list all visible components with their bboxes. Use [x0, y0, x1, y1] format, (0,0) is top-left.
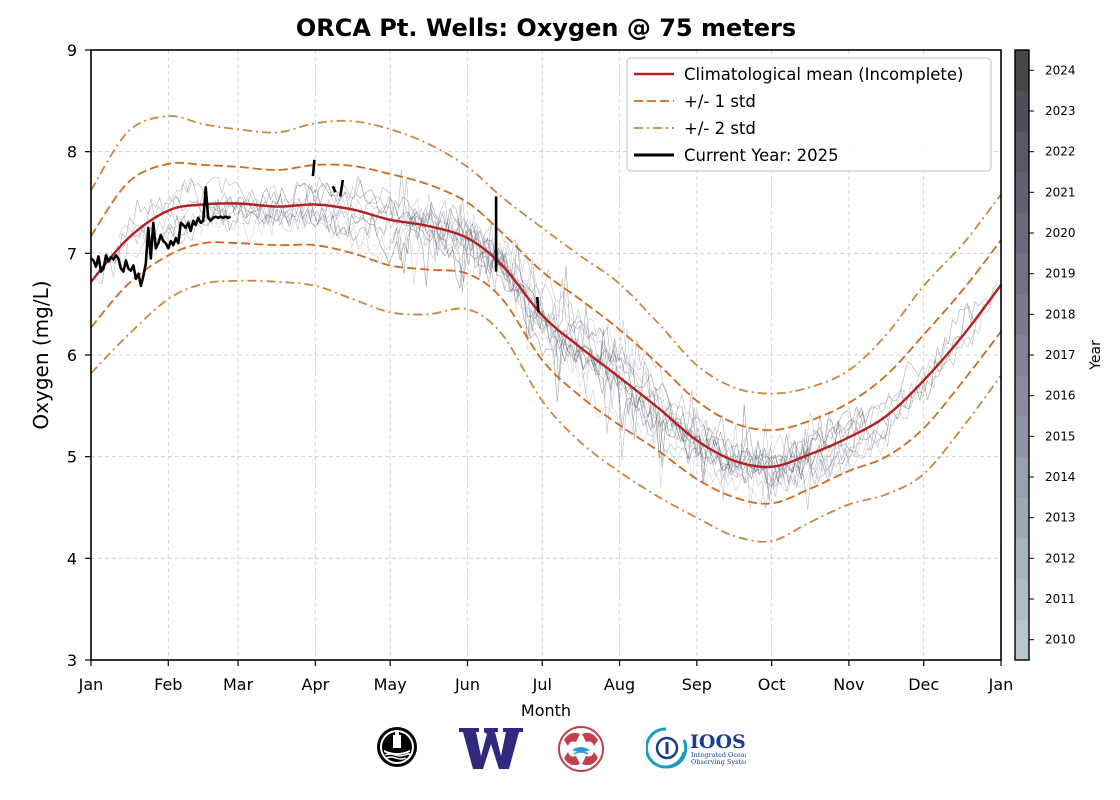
- climatology-series: [90, 115, 1002, 543]
- colorbar-segment: [1015, 50, 1029, 92]
- historical-year-line: [429, 204, 850, 488]
- colorbar-segment: [1015, 172, 1029, 214]
- y-tick-label: 6: [67, 346, 77, 365]
- x-axis-label: Month: [521, 701, 571, 720]
- x-tick-label: Dec: [908, 675, 939, 694]
- current-year-segment: [311, 159, 316, 177]
- legend-label: +/- 2 std: [684, 119, 756, 138]
- colorbar-label: Year: [1088, 340, 1104, 371]
- current-year-segment: [339, 179, 345, 197]
- x-tick-label: Feb: [154, 675, 182, 694]
- logo-strip: IOOS Integrated Ocean Observing System: [0, 724, 1120, 774]
- colorbar-tick-label: 2018: [1045, 307, 1076, 321]
- y-tick-label: 5: [67, 448, 77, 467]
- legend-label: Current Year: 2025: [684, 146, 839, 165]
- x-tick-label: Nov: [833, 675, 864, 694]
- historical-year-line: [227, 193, 977, 486]
- std2-upper-line: [90, 115, 1002, 395]
- colorbar-tick-label: 2016: [1045, 389, 1076, 403]
- colorbar-segment: [1015, 131, 1029, 173]
- colorbar-tick-label: 2015: [1045, 429, 1076, 443]
- current-year-segment: [331, 185, 337, 193]
- colorbar-segment: [1015, 456, 1029, 498]
- historical-year-line: [392, 227, 865, 487]
- y-tick-label: 4: [67, 549, 77, 568]
- y-tick-label: 9: [67, 41, 77, 60]
- y-axis-label: Oxygen (mg/L): [29, 280, 53, 429]
- colorbar-tick-label: 2012: [1045, 551, 1076, 565]
- x-tick-label: Apr: [302, 675, 330, 694]
- x-tick-label: Jan: [78, 675, 104, 694]
- colorbar-tick-label: 2021: [1045, 185, 1076, 199]
- colorbar-segment: [1015, 90, 1029, 132]
- x-tick-label: Sep: [682, 675, 712, 694]
- std1-lower-line: [90, 241, 1002, 505]
- historical-years: [98, 169, 998, 510]
- colorbar-tick-label: 2010: [1045, 633, 1076, 647]
- ioos-logo-text: IOOS: [690, 731, 746, 753]
- colorbar-tick-label: 2024: [1045, 63, 1076, 77]
- colorbar-tick-label: 2020: [1045, 226, 1076, 240]
- ioos-logo-icon: IOOS Integrated Ocean Observing System: [646, 727, 746, 769]
- uw-logo-icon: [459, 728, 523, 769]
- colorbar: 2010 2011 2012 2013 2014 2015 2016 2017 2018 2019…: [1014, 49, 1076, 661]
- colorbar-segment: [1015, 253, 1029, 295]
- x-tick-label: Mar: [223, 675, 254, 694]
- x-tick-label: May: [374, 675, 407, 694]
- ioos-logo-subtitle-2: Observing System: [691, 758, 746, 766]
- nanoos-logo-icon: [558, 726, 604, 772]
- buoy-logo-icon: [377, 727, 417, 767]
- legend-box: [626, 57, 992, 172]
- colorbar-tick-label: 2017: [1045, 348, 1076, 362]
- historical-year-line: [110, 175, 994, 502]
- std2-lower-line: [90, 279, 1002, 543]
- current-year-segment: [90, 186, 232, 288]
- colorbar-segment: [1015, 375, 1029, 417]
- x-tick-label: Oct: [758, 675, 786, 694]
- colorbar-segment: [1015, 619, 1029, 661]
- legend-label: +/- 1 std: [684, 92, 756, 111]
- colorbar-segment: [1015, 538, 1029, 580]
- historical-year-line: [205, 203, 880, 480]
- historical-year-line: [105, 169, 892, 497]
- ioos-logo-subtitle-1: Integrated Ocean: [691, 751, 746, 759]
- y-tick-label: 8: [67, 143, 77, 162]
- colorbar-segment: [1015, 416, 1029, 458]
- legend: Climatological mean (Incomplete) +/- 1 st…: [626, 57, 992, 172]
- y-tick-label: 3: [67, 651, 77, 670]
- climatological-mean-line: [90, 202, 1002, 469]
- colorbar-tick-label: 2019: [1045, 267, 1076, 281]
- y-axis-ticks: 3 4 5 6 7 8 9: [67, 41, 91, 670]
- std1-upper-line: [90, 161, 1002, 432]
- colorbar-tick-label: 2022: [1045, 145, 1076, 159]
- colorbar-segment: [1015, 578, 1029, 620]
- historical-year-line: [165, 182, 870, 475]
- x-tick-label: Aug: [604, 675, 635, 694]
- x-tick-label: Jun: [454, 675, 480, 694]
- colorbar-segment: [1015, 212, 1029, 254]
- colorbar-tick-label: 2011: [1045, 592, 1076, 606]
- colorbar-tick-label: 2013: [1045, 511, 1076, 525]
- legend-label: Climatological mean (Incomplete): [684, 65, 964, 84]
- colorbar-tick-label: 2014: [1045, 470, 1076, 484]
- colorbar-segment: [1015, 497, 1029, 539]
- current-year-segment: [536, 296, 540, 313]
- chart-title: ORCA Pt. Wells: Oxygen @ 75 meters: [296, 14, 796, 42]
- y-tick-label: 7: [67, 244, 77, 263]
- x-tick-label: Jul: [532, 675, 552, 694]
- colorbar-segment: [1015, 334, 1029, 376]
- historical-year-line: [394, 198, 826, 509]
- current-year-series: [90, 159, 540, 313]
- x-tick-label: Jan: [988, 675, 1014, 694]
- colorbar-segment: [1015, 294, 1029, 336]
- x-axis-ticks: Jan Feb Mar Apr May Jun Jul Aug Sep Oct Nov Dec Jan: [78, 660, 1014, 694]
- colorbar-tick-label: 2023: [1045, 104, 1076, 118]
